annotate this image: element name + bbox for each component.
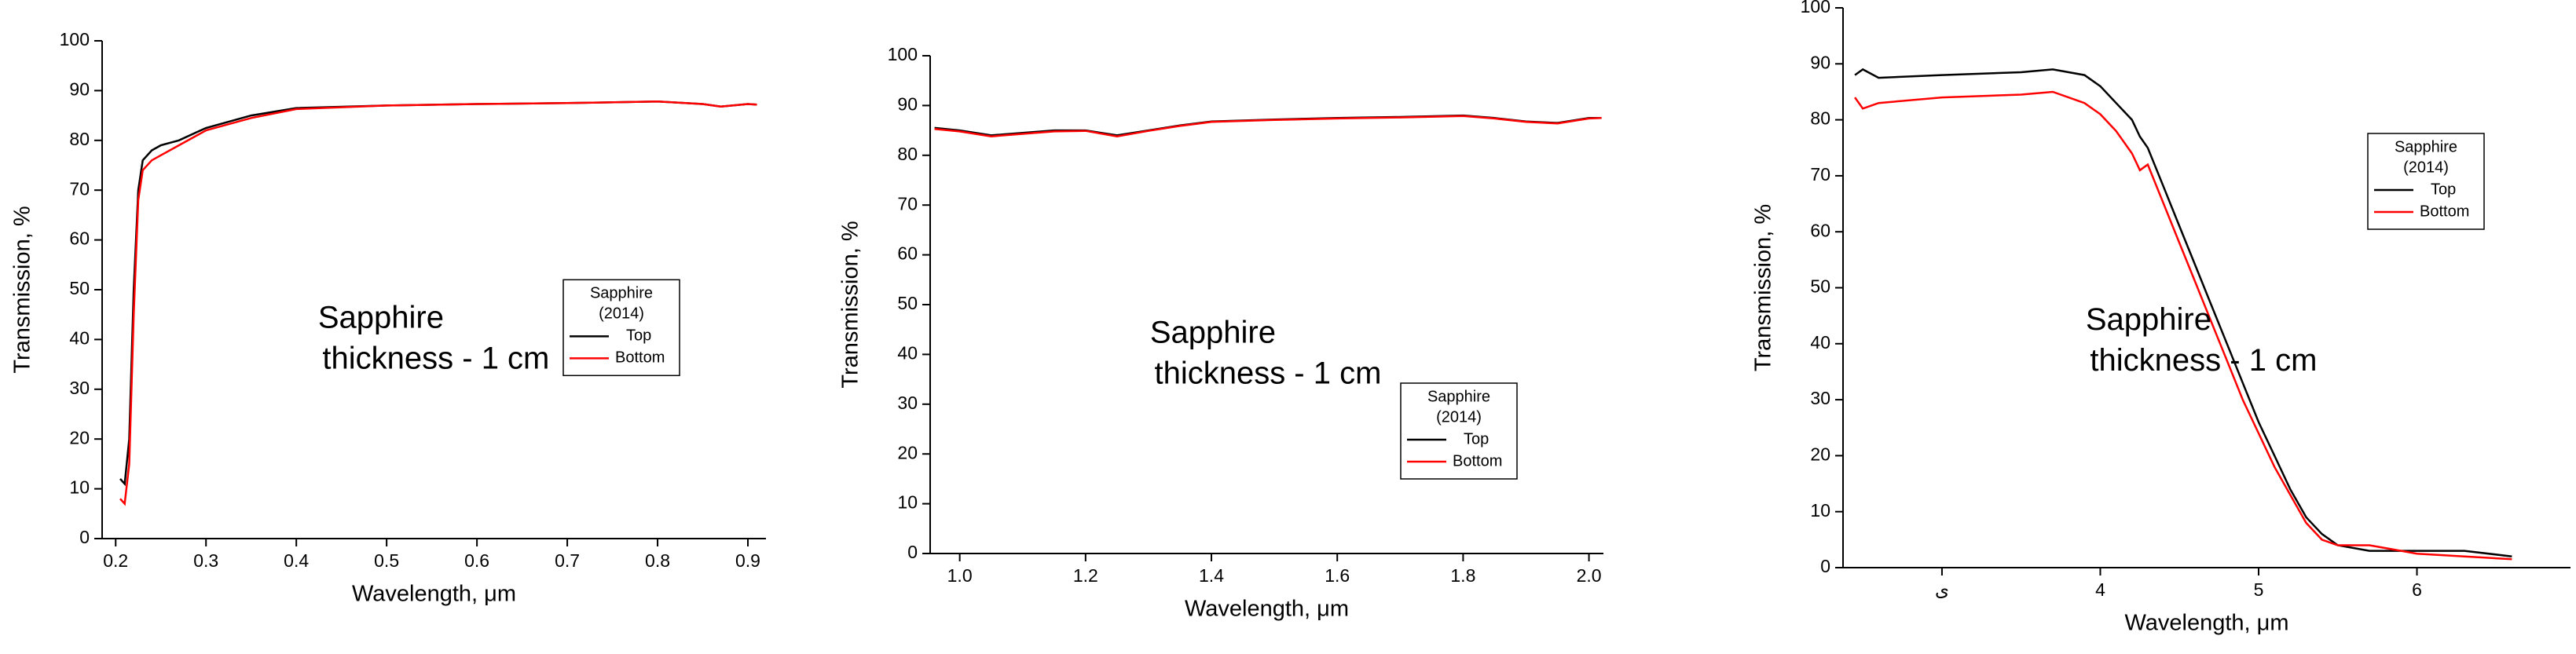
x-tick-label: 0.7 [555,550,580,571]
y-axis-label: Transmission, % [10,206,35,373]
legend-label: Top [2431,181,2456,198]
y-tick-label: 40 [69,327,90,348]
y-tick-label: 60 [897,243,918,264]
x-axis-label: Wavelength, μm [2124,611,2288,636]
series-line [1854,68,2512,557]
y-tick-label: 50 [69,278,90,298]
legend-label: Bottom [2420,203,2469,220]
x-tick-label: 0.2 [103,550,128,571]
legend-label: Bottom [1453,452,1502,469]
x-tick-label: 0.5 [374,550,399,571]
x-tick-label: 2.0 [1577,565,1602,586]
legend-box [2367,133,2485,230]
y-tick-label: 70 [69,178,90,199]
x-tick-label: 1.8 [1450,565,1475,586]
annotation: Sapphire [318,301,444,335]
annotation: thickness - 1 cm [322,342,549,376]
y-tick-label: 90 [69,79,90,99]
legend-label: Top [1464,430,1489,448]
legend-label: Bottom [615,349,665,367]
x-tick-label: 1.2 [1073,565,1098,586]
y-tick-label: 10 [1810,500,1830,521]
x-tick-label: 0.8 [645,550,670,571]
y-tick-label: 0 [1820,556,1830,576]
x-tick-label: ى [1935,579,1949,600]
x-tick-label: 1.4 [1199,565,1224,586]
y-tick-label: 100 [60,29,90,49]
y-tick-label: 70 [1810,164,1830,185]
legend-box [1400,382,1518,480]
x-tick-label: 0.3 [193,550,218,571]
legend-title: (2014) [1436,408,1482,426]
legend-title: Sapphire [590,285,653,302]
legend-title: Sapphire [2395,138,2457,155]
x-tick-label: 4 [2095,579,2105,600]
y-tick-label: 10 [897,492,918,513]
x-tick-label: 1.6 [1325,565,1350,586]
x-tick-label: 6 [2412,579,2422,600]
legend-box [562,279,680,377]
y-axis-label: Transmission, % [1751,204,1776,371]
legend-title: (2014) [599,305,644,323]
y-tick-label: 20 [69,427,90,448]
y-tick-label: 30 [1810,388,1830,408]
series-line [119,100,757,506]
y-tick-label: 40 [1810,332,1830,353]
x-tick-label: 5 [2254,579,2264,600]
y-tick-label: 80 [897,144,918,164]
legend-label: Top [626,327,651,345]
x-tick-label: 1.0 [947,565,973,586]
x-axis-label: Wavelength, μm [352,582,516,607]
y-tick-label: 80 [69,129,90,149]
legend-title: (2014) [2403,159,2449,176]
x-tick-label: 0.6 [464,550,489,571]
annotation: Sapphire [1150,316,1276,350]
y-tick-label: 100 [1801,0,1830,16]
y-tick-label: 50 [1810,276,1830,297]
annotation: Sapphire [2086,302,2211,337]
series-line [1854,90,2512,561]
y-tick-label: 100 [888,44,918,64]
y-tick-label: 60 [69,228,90,249]
x-tick-label: 0.9 [735,550,760,571]
annotation: thickness - 1 cm [2090,343,2317,378]
y-tick-label: 90 [897,93,918,114]
y-tick-label: 60 [1810,220,1830,240]
y-tick-label: 90 [1810,52,1830,72]
y-tick-label: 40 [897,342,918,363]
y-tick-label: 20 [1810,444,1830,464]
x-axis-label: Wavelength, μm [1185,597,1349,622]
y-axis-label: Transmission, % [838,221,863,388]
y-tick-label: 0 [79,527,90,547]
legend-title: Sapphire [1427,388,1490,405]
y-tick-label: 0 [907,542,918,562]
y-tick-label: 80 [1810,108,1830,129]
y-tick-label: 30 [69,378,90,398]
y-tick-label: 50 [897,293,918,313]
x-tick-label: 0.4 [284,550,309,571]
y-tick-label: 30 [897,393,918,413]
y-tick-label: 10 [69,477,90,498]
y-tick-label: 70 [897,193,918,214]
series-line [934,115,1602,137]
y-tick-label: 20 [897,442,918,462]
annotation: thickness - 1 cm [1154,356,1381,391]
